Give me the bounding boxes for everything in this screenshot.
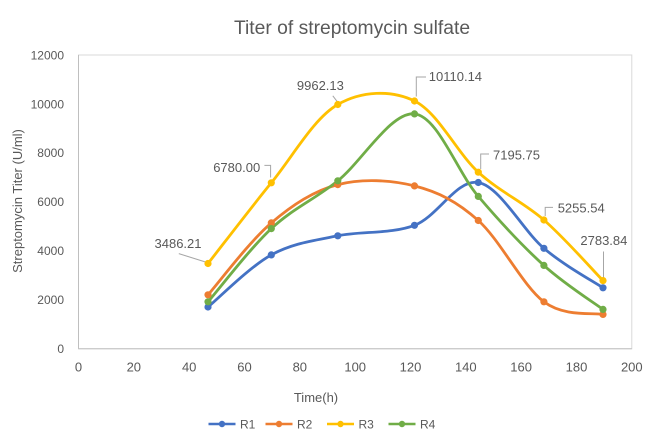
svg-text:0: 0 <box>75 360 82 375</box>
svg-text:0: 0 <box>57 342 64 356</box>
svg-text:2783.84: 2783.84 <box>580 233 627 248</box>
svg-text:140: 140 <box>455 360 477 375</box>
svg-text:120: 120 <box>400 360 422 375</box>
svg-text:Streptomycin Titer (U/ml): Streptomycin Titer (U/ml) <box>10 129 25 273</box>
svg-text:Titer of streptomycin sulfate: Titer of streptomycin sulfate <box>234 18 470 39</box>
svg-text:160: 160 <box>510 360 532 375</box>
svg-text:Time(h): Time(h) <box>294 390 338 405</box>
svg-text:6000: 6000 <box>37 195 64 209</box>
svg-text:12000: 12000 <box>31 48 65 62</box>
svg-text:R2: R2 <box>297 417 313 431</box>
svg-text:7195.75: 7195.75 <box>493 148 540 163</box>
svg-text:200: 200 <box>621 360 643 375</box>
svg-text:40: 40 <box>182 360 196 375</box>
svg-text:20: 20 <box>127 360 141 375</box>
svg-text:60: 60 <box>237 360 251 375</box>
svg-text:10110.14: 10110.14 <box>429 69 482 84</box>
svg-text:3486.21: 3486.21 <box>155 236 202 251</box>
svg-text:R1: R1 <box>240 417 256 431</box>
svg-text:2000: 2000 <box>37 293 64 307</box>
svg-text:8000: 8000 <box>37 146 64 160</box>
svg-text:6780.00: 6780.00 <box>213 160 260 175</box>
svg-text:9962.13: 9962.13 <box>297 78 344 93</box>
svg-text:5255.54: 5255.54 <box>558 201 605 216</box>
svg-text:100: 100 <box>344 360 366 375</box>
svg-text:R3: R3 <box>359 417 375 431</box>
svg-text:4000: 4000 <box>37 244 64 258</box>
svg-text:R4: R4 <box>420 417 436 431</box>
svg-text:180: 180 <box>566 360 588 375</box>
svg-text:10000: 10000 <box>31 97 65 111</box>
svg-text:80: 80 <box>293 360 307 375</box>
